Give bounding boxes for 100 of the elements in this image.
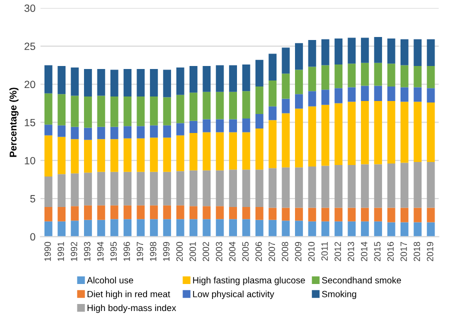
bar <box>242 91 250 119</box>
bar <box>176 219 184 237</box>
bar <box>268 106 277 120</box>
bar <box>282 220 290 237</box>
bar <box>360 164 369 208</box>
bar <box>282 167 290 208</box>
x-tick-label: 2014 <box>360 242 368 262</box>
bar <box>190 206 198 220</box>
bar <box>282 98 290 114</box>
bar <box>374 37 382 63</box>
legend-label: High fasting plasma glucose <box>193 276 305 286</box>
x-tick-label: 2010 <box>308 242 315 262</box>
bar <box>110 96 118 127</box>
bar <box>136 138 145 172</box>
bar <box>136 126 145 138</box>
bar <box>58 221 66 237</box>
bar <box>334 165 342 208</box>
x-tick-label: 2002 <box>202 242 210 262</box>
bar <box>360 101 369 164</box>
bar <box>229 206 237 220</box>
bar <box>414 87 422 102</box>
bar <box>321 104 330 166</box>
bar <box>348 221 356 237</box>
x-tick-label: 1994 <box>97 242 104 261</box>
bar <box>44 176 52 207</box>
bar <box>426 39 435 66</box>
bar <box>190 170 198 206</box>
bar <box>176 94 184 124</box>
bar <box>414 39 422 66</box>
bar <box>163 205 172 220</box>
y-tick-label: 20 <box>24 80 36 88</box>
bar <box>150 205 158 220</box>
bar <box>58 125 66 137</box>
bar <box>136 96 145 126</box>
bar <box>150 172 158 206</box>
bar <box>70 139 79 174</box>
bar <box>334 103 342 166</box>
bar <box>163 125 172 138</box>
x-tick-label: 2017 <box>400 242 407 262</box>
bar <box>110 172 118 206</box>
bar <box>360 38 369 63</box>
bar <box>190 133 198 170</box>
bar <box>176 171 184 206</box>
bar <box>426 162 435 208</box>
x-tick-label: 2008 <box>282 242 288 262</box>
bar <box>348 165 356 208</box>
bar <box>190 66 198 93</box>
bar <box>426 66 435 88</box>
x-tick-label: 2012 <box>334 242 341 262</box>
bar <box>426 102 435 162</box>
bar <box>110 126 118 140</box>
legend-label: Diet high in red meat <box>88 290 170 300</box>
bar <box>84 205 92 220</box>
x-tick-label: 2018 <box>414 242 420 262</box>
bar <box>216 206 224 220</box>
x-tick-label: 1997 <box>136 242 144 261</box>
bar <box>44 206 52 222</box>
bar <box>387 64 396 87</box>
x-tick-label: 1996 <box>124 242 130 261</box>
x-tick-label: 1990 <box>44 242 51 261</box>
bar <box>387 222 396 237</box>
bar <box>426 88 435 103</box>
bar <box>348 87 356 102</box>
bar <box>387 86 396 102</box>
bar <box>268 80 277 106</box>
bar <box>202 66 211 92</box>
bar <box>44 135 52 176</box>
bar <box>124 138 132 172</box>
x-tick-label: 2000 <box>176 242 183 262</box>
bar <box>348 64 356 88</box>
bar <box>229 92 237 120</box>
bar <box>202 132 211 170</box>
bar <box>150 125 158 138</box>
bar <box>58 94 66 126</box>
bar <box>216 170 224 206</box>
x-tick-label: 2011 <box>321 242 328 260</box>
bar <box>426 222 435 237</box>
legend-label: Smoking <box>322 290 356 300</box>
bar <box>216 219 224 237</box>
legend-label: Secondhand smoke <box>322 276 401 284</box>
bar <box>387 101 396 164</box>
bar <box>136 219 145 237</box>
bar <box>229 132 237 170</box>
bar <box>268 168 277 208</box>
bar <box>97 69 106 96</box>
bar <box>124 219 132 237</box>
bar <box>216 92 224 120</box>
bar <box>97 139 106 172</box>
bar <box>229 170 237 207</box>
x-tick-label: 2015 <box>374 242 381 262</box>
bar <box>110 70 118 96</box>
bar <box>308 40 316 67</box>
bar <box>255 60 264 87</box>
bar <box>308 66 316 92</box>
bar <box>136 205 145 220</box>
legend-label: Low physical activity <box>193 290 274 300</box>
bar <box>97 126 106 140</box>
bar <box>268 120 277 168</box>
bar <box>321 90 330 105</box>
bar <box>44 93 52 125</box>
